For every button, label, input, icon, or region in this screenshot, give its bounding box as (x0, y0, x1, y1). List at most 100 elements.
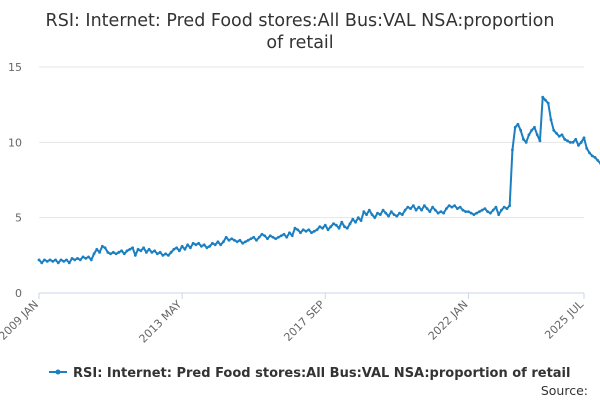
data-point[interactable] (246, 238, 250, 242)
data-point[interactable] (582, 136, 586, 140)
data-point[interactable] (409, 207, 412, 211)
data-point[interactable] (183, 247, 187, 251)
data-point[interactable] (406, 205, 410, 209)
data-point[interactable] (158, 250, 162, 254)
data-point[interactable] (274, 237, 278, 241)
data-point[interactable] (100, 244, 104, 248)
data-point[interactable] (398, 211, 401, 215)
data-point[interactable] (40, 261, 44, 265)
data-point[interactable] (516, 122, 520, 126)
data-point[interactable] (241, 241, 245, 245)
data-point[interactable] (301, 228, 305, 232)
data-point[interactable] (95, 247, 99, 251)
data-point[interactable] (478, 210, 481, 214)
data-point[interactable] (568, 140, 572, 144)
data-point[interactable] (180, 244, 184, 248)
data-point[interactable] (304, 229, 308, 233)
data-point[interactable] (577, 143, 580, 147)
data-point[interactable] (332, 222, 335, 226)
data-point[interactable] (120, 249, 123, 253)
data-point[interactable] (527, 133, 531, 137)
data-point[interactable] (177, 249, 181, 253)
data-point[interactable] (202, 243, 206, 247)
data-point[interactable] (417, 205, 421, 209)
data-point[interactable] (376, 211, 379, 215)
data-point[interactable] (513, 125, 517, 129)
data-point[interactable] (131, 246, 134, 250)
data-point[interactable] (194, 243, 198, 247)
data-point[interactable] (433, 208, 437, 212)
data-point[interactable] (216, 240, 220, 244)
data-point[interactable] (411, 204, 415, 208)
data-point[interactable] (544, 98, 547, 102)
data-point[interactable] (359, 219, 363, 223)
data-point[interactable] (356, 216, 360, 220)
data-point[interactable] (444, 207, 448, 211)
data-point[interactable] (560, 133, 564, 137)
data-point[interactable] (260, 232, 264, 236)
data-point[interactable] (497, 213, 501, 217)
data-point[interactable] (59, 258, 63, 262)
data-point[interactable] (92, 252, 96, 256)
data-point[interactable] (78, 258, 82, 262)
data-point[interactable] (381, 208, 385, 212)
data-point[interactable] (431, 205, 435, 209)
data-point[interactable] (483, 207, 487, 211)
data-point[interactable] (508, 204, 512, 208)
data-point[interactable] (122, 252, 126, 256)
data-point[interactable] (235, 240, 239, 244)
data-point[interactable] (425, 207, 429, 211)
data-point[interactable] (139, 249, 143, 253)
data-point[interactable] (230, 237, 234, 241)
data-point[interactable] (307, 228, 311, 232)
data-point[interactable] (392, 213, 396, 217)
data-point[interactable] (329, 225, 333, 229)
data-point[interactable] (54, 258, 57, 262)
data-point[interactable] (505, 207, 509, 211)
data-point[interactable] (326, 228, 330, 232)
data-point[interactable] (343, 225, 346, 229)
data-point[interactable] (37, 258, 41, 262)
data-point[interactable] (466, 210, 470, 214)
data-point[interactable] (472, 213, 476, 217)
data-point[interactable] (367, 208, 371, 212)
data-point[interactable] (378, 213, 382, 217)
data-point[interactable] (142, 246, 146, 250)
data-point[interactable] (188, 246, 192, 250)
data-point[interactable] (489, 211, 492, 215)
data-point[interactable] (45, 259, 49, 263)
data-point[interactable] (535, 133, 539, 137)
data-point[interactable] (238, 238, 242, 242)
data-point[interactable] (290, 234, 294, 238)
data-point[interactable] (288, 231, 291, 235)
data-point[interactable] (279, 234, 283, 238)
data-point[interactable] (563, 137, 567, 141)
data-point[interactable] (522, 137, 525, 141)
data-point[interactable] (420, 208, 423, 212)
data-point[interactable] (400, 213, 404, 217)
data-point[interactable] (172, 247, 176, 251)
data-point[interactable] (334, 223, 338, 227)
data-point[interactable] (293, 226, 297, 230)
data-point[interactable] (447, 204, 451, 208)
data-point[interactable] (299, 231, 302, 235)
data-point[interactable] (51, 259, 55, 263)
data-point[interactable] (282, 232, 286, 236)
data-point[interactable] (166, 253, 170, 257)
data-point[interactable] (252, 235, 256, 239)
data-point[interactable] (414, 208, 418, 212)
data-point[interactable] (315, 228, 319, 232)
data-point[interactable] (43, 258, 46, 262)
data-point[interactable] (574, 137, 578, 141)
data-point[interactable] (541, 95, 545, 99)
data-point[interactable] (387, 214, 390, 218)
data-point[interactable] (200, 244, 203, 248)
data-point[interactable] (285, 235, 289, 239)
data-point[interactable] (519, 128, 523, 132)
data-point[interactable] (150, 250, 154, 254)
data-point[interactable] (255, 238, 258, 242)
data-point[interactable] (136, 247, 140, 251)
data-point[interactable] (450, 205, 454, 209)
data-point[interactable] (365, 213, 368, 217)
data-point[interactable] (439, 210, 443, 214)
